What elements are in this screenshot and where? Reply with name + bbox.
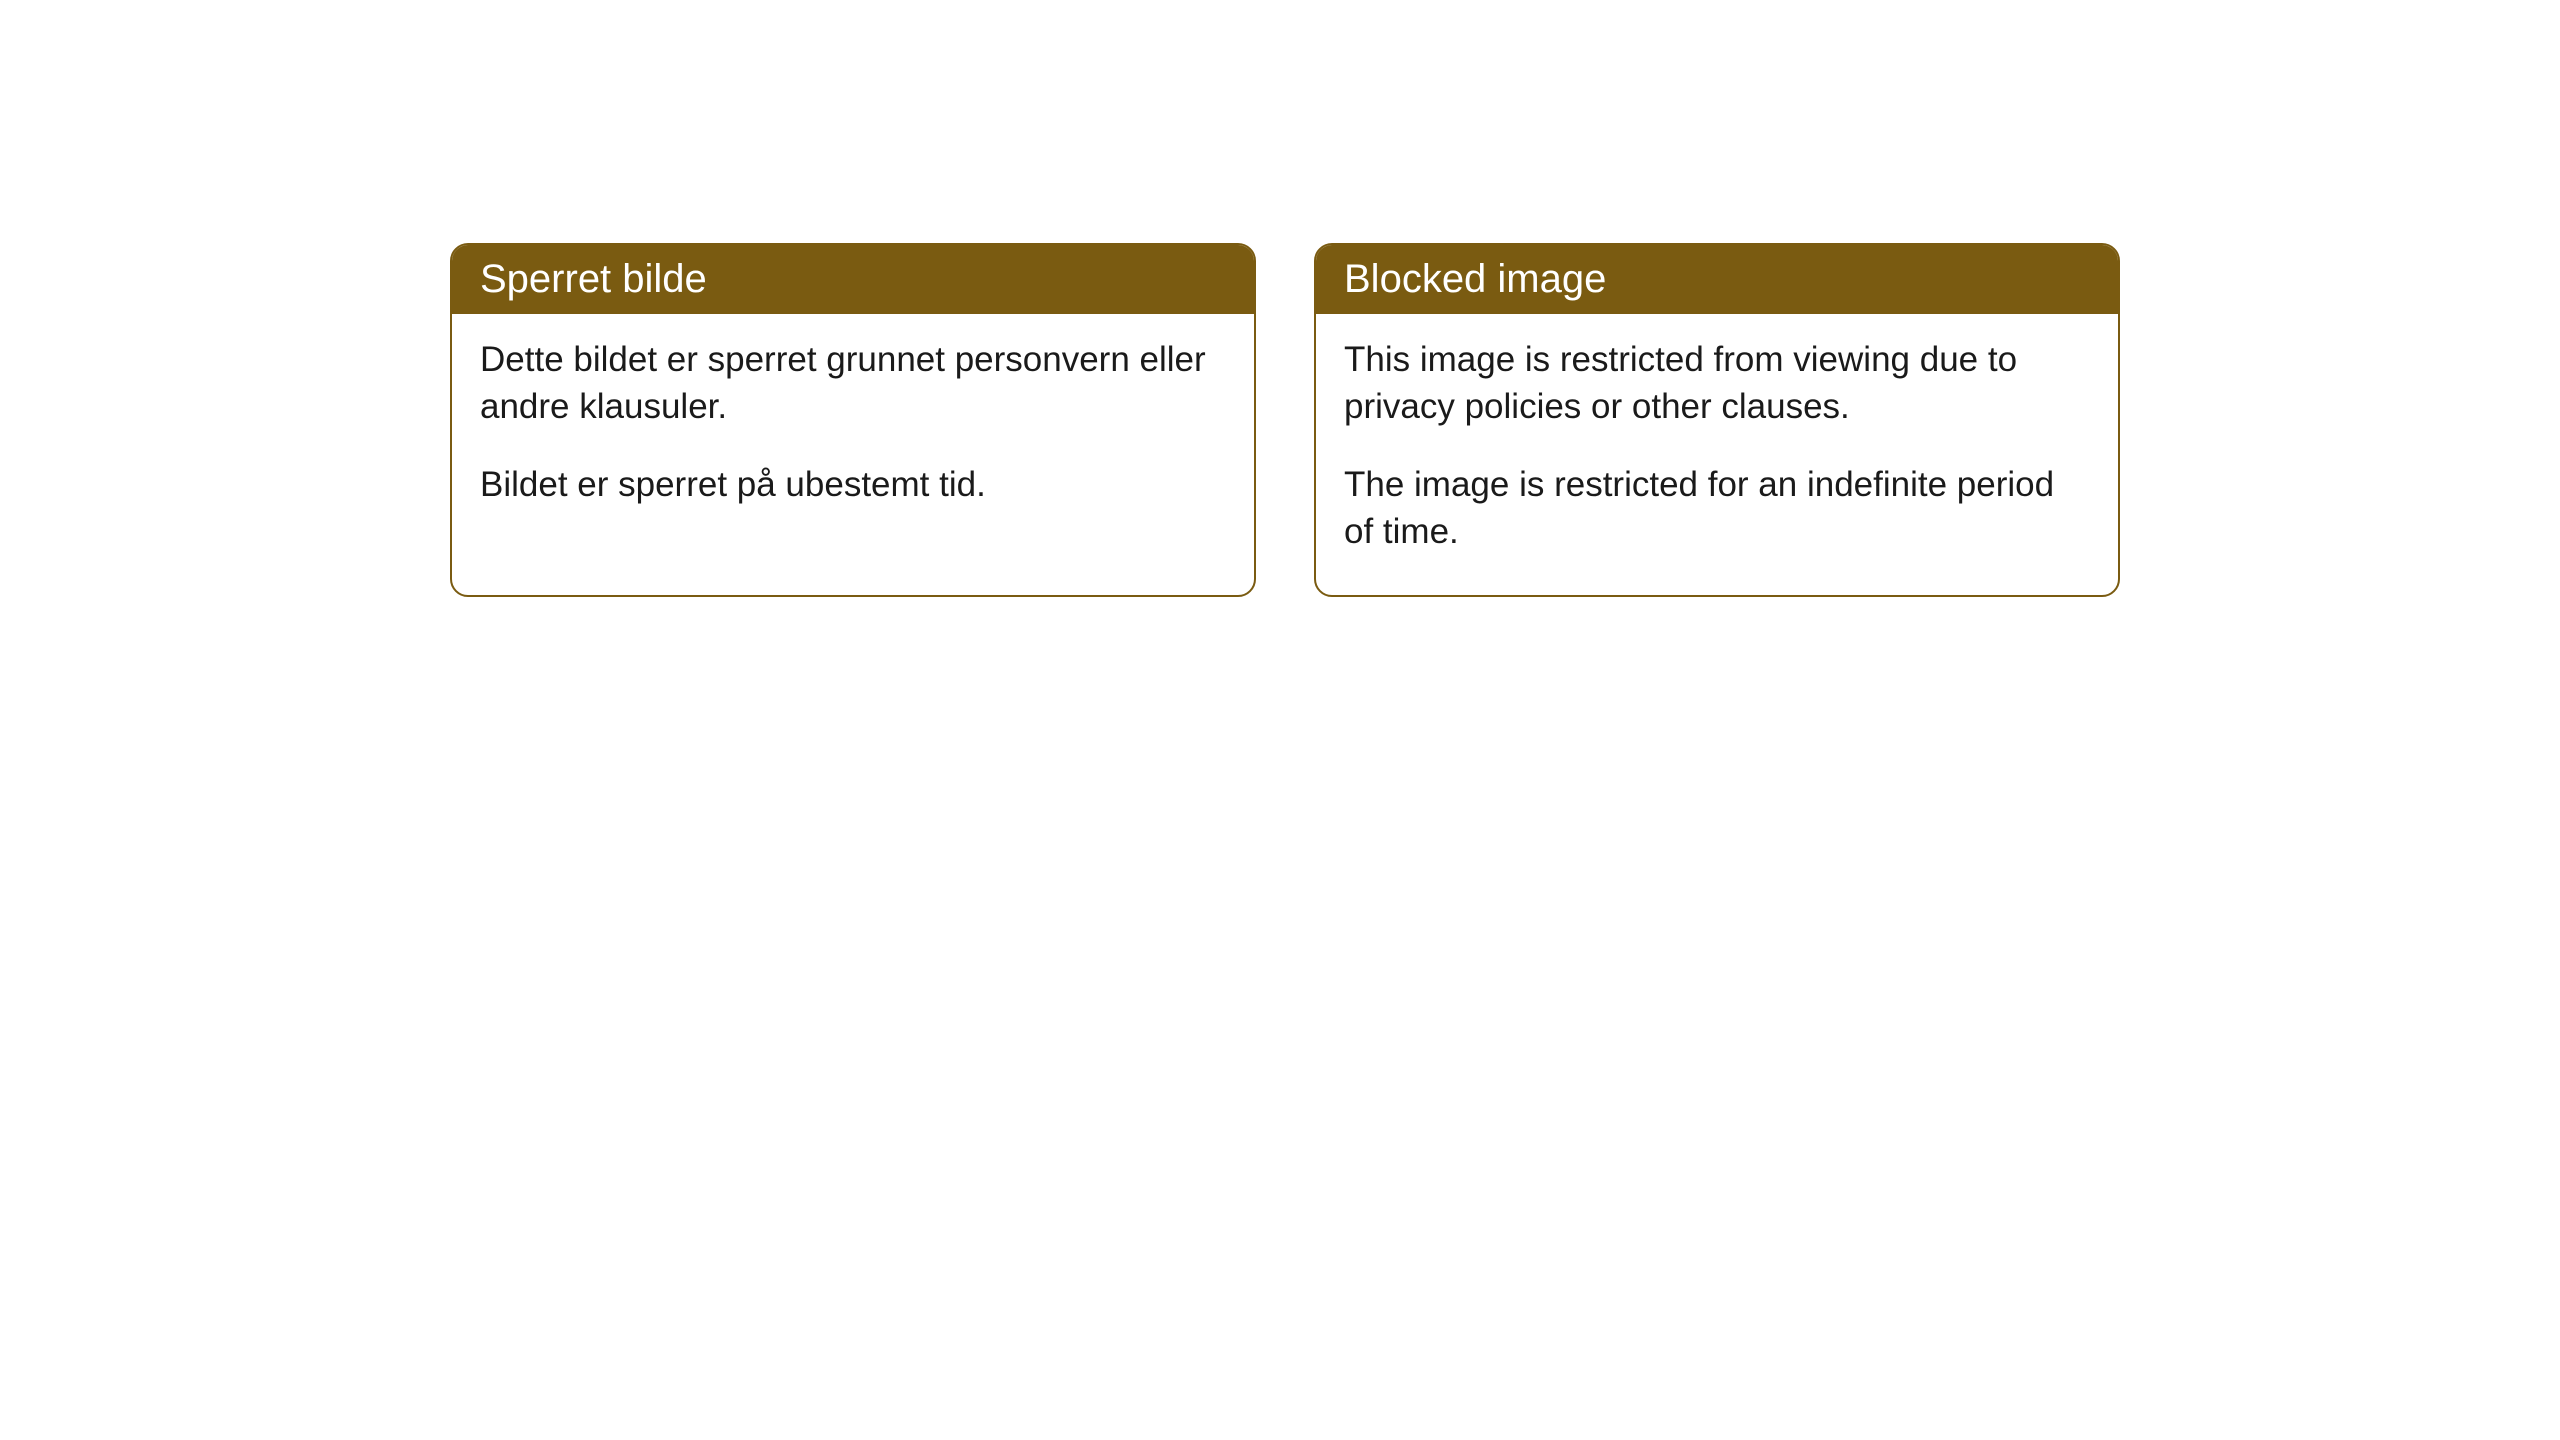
card-paragraph-2: Bildet er sperret på ubestemt tid. — [480, 461, 1226, 508]
blocked-image-card-english: Blocked image This image is restricted f… — [1314, 243, 2120, 597]
card-paragraph-2: The image is restricted for an indefinit… — [1344, 461, 2090, 556]
card-header: Blocked image — [1316, 245, 2118, 314]
card-body: This image is restricted from viewing du… — [1316, 314, 2118, 595]
card-title: Blocked image — [1344, 257, 1606, 301]
notice-cards-container: Sperret bilde Dette bildet er sperret gr… — [450, 243, 2120, 597]
card-header: Sperret bilde — [452, 245, 1254, 314]
card-title: Sperret bilde — [480, 257, 707, 301]
blocked-image-card-norwegian: Sperret bilde Dette bildet er sperret gr… — [450, 243, 1256, 597]
card-body: Dette bildet er sperret grunnet personve… — [452, 314, 1254, 548]
card-paragraph-1: This image is restricted from viewing du… — [1344, 336, 2090, 431]
card-paragraph-1: Dette bildet er sperret grunnet personve… — [480, 336, 1226, 431]
